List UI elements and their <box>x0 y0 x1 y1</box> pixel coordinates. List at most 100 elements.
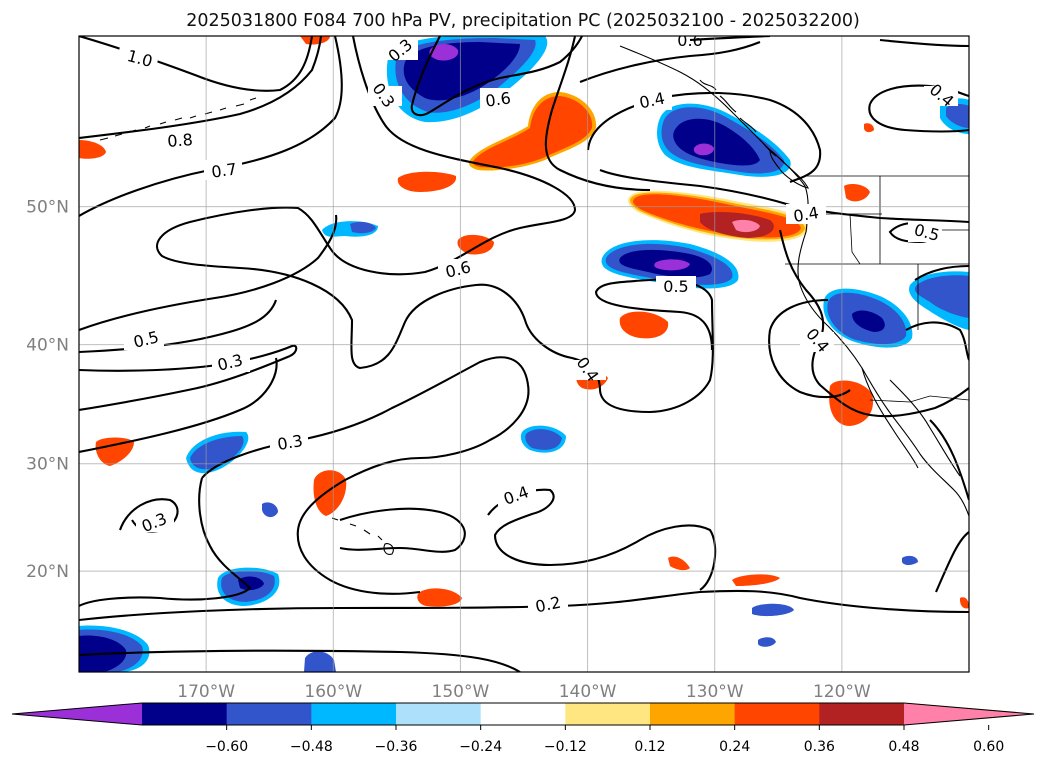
precip-positive-blob <box>457 234 494 255</box>
border-us-mexico <box>869 395 969 403</box>
island-chain <box>99 97 257 141</box>
pv-contour <box>905 321 969 361</box>
latitude-tick-label: 50°N <box>26 198 69 218</box>
contour-label: 0.4 <box>638 89 667 113</box>
colorbar-tick-label: −0.24 <box>459 739 502 755</box>
colorbar-outline <box>11 702 1035 726</box>
hawaii-islands <box>331 517 394 555</box>
precip-positive-blob <box>844 184 870 202</box>
pv-contour <box>79 649 521 672</box>
pv-contour <box>778 229 969 418</box>
precip-negative-blob <box>693 143 714 156</box>
colorbar-segment <box>396 703 482 725</box>
precip-positive-blob <box>864 123 874 133</box>
longitude-tick-label: 170°W <box>177 682 235 702</box>
precip-negative-blob <box>673 118 760 166</box>
pv-contour <box>768 298 829 331</box>
colorbar-segment <box>734 703 820 725</box>
longitude-tick-label: 130°W <box>686 682 744 702</box>
pv-contour <box>156 36 714 414</box>
colorbar-tick-label: 0.12 <box>634 739 665 755</box>
colorbar-extend-min <box>12 703 142 725</box>
map-frame <box>78 35 970 673</box>
precip-negative-blob <box>654 259 690 271</box>
pv-contour <box>339 507 466 553</box>
colorbar-segment <box>565 703 651 725</box>
precip-positive-blob <box>960 597 969 609</box>
pv-contour <box>410 36 583 117</box>
coastline-gulf <box>889 379 961 477</box>
precip-positive-blob <box>472 96 593 168</box>
pv-contour <box>79 589 969 622</box>
pv-contour <box>579 41 761 83</box>
pv-contour <box>79 357 278 454</box>
colorbar: −0.60 −0.48 −0.36 −0.24 −0.12 0.12 0.24 0.36 0.4… <box>11 702 1035 755</box>
colorbar-segment <box>226 703 312 725</box>
latitude-tick-label: 20°N <box>26 562 69 582</box>
longitude-tick-label: 160°W <box>304 682 362 702</box>
pv-contour <box>929 419 969 501</box>
pv-contour <box>869 84 969 105</box>
pv-contour <box>868 103 969 133</box>
pv-contour <box>79 214 338 331</box>
colorbar-tick-label: 0.36 <box>804 739 835 755</box>
colorbar-segment <box>480 703 566 725</box>
contour-label: 0.7 <box>210 159 238 181</box>
pv-contour <box>79 36 323 140</box>
colorbar-tick-label: 0.24 <box>719 739 750 755</box>
contour-label: 0.6 <box>484 88 512 110</box>
contour-label: 0.4 <box>792 203 820 226</box>
pv-contour <box>586 91 822 183</box>
contour-label: 0.8 <box>167 130 194 151</box>
precip-positive-blob <box>95 437 134 466</box>
coastline-north-america <box>619 45 969 517</box>
pv-contour <box>79 36 343 217</box>
precip-positive-blob <box>619 311 669 339</box>
colorbar-segment <box>311 703 397 725</box>
pv-contour <box>79 299 277 354</box>
coastline-alaska-islands <box>699 79 777 157</box>
pv-contour <box>768 329 851 399</box>
precip-positive-blob <box>300 36 330 45</box>
pv-contour <box>201 356 530 595</box>
colorbar-tick-label: −0.36 <box>375 739 418 755</box>
precip-negative-blob <box>262 502 278 518</box>
longitude-tick-label: 150°W <box>432 682 490 702</box>
colorbar-tick-label: 0.60 <box>973 739 1004 755</box>
colorbar-tick-label: −0.60 <box>205 739 248 755</box>
precip-positive-blob <box>668 556 690 571</box>
contour-labels: 1.0 0.8 0.7 0.6 0.6 0.6 0.5 0.5 0.5 0.4 <box>116 36 958 617</box>
precip-negative-blob <box>752 603 794 617</box>
contour-label: 0.2 <box>534 593 563 617</box>
colorbar-segment <box>142 703 228 725</box>
coastlines <box>99 45 969 555</box>
precip-negative-blob <box>758 637 776 647</box>
precip-negative-blob <box>914 275 969 318</box>
coastline-baja <box>861 367 919 469</box>
precip-positive-blob <box>829 380 874 426</box>
colorbar-tick-label: −0.12 <box>544 739 587 755</box>
precip-negative-blob <box>429 44 459 61</box>
figure-title: 2025031800 F084 700 hPa PV, precipitatio… <box>186 11 860 31</box>
latitude-tick-label: 40°N <box>26 336 69 356</box>
precip-positive-blob <box>417 588 462 607</box>
longitude-tick-label: 140°W <box>559 682 617 702</box>
precipitation-shading <box>79 36 969 672</box>
precip-negative-blob <box>238 576 264 591</box>
precip-negative-blob <box>525 429 562 450</box>
pv-contour <box>487 488 717 591</box>
precip-positive-blob <box>732 219 760 233</box>
precip-negative-blob <box>350 221 376 234</box>
map-panel: 1.0 0.8 0.7 0.6 0.6 0.6 0.5 0.5 0.5 0.4 <box>78 35 970 673</box>
contour-label: 0.3 <box>276 431 304 454</box>
vancouver-island <box>769 148 810 189</box>
pv-contour <box>914 264 969 281</box>
precip-positive-blob <box>732 574 780 586</box>
precip-positive-blob <box>313 470 347 516</box>
state-borders <box>785 176 969 330</box>
precip-positive-blob <box>79 140 106 159</box>
precip-positive-blob <box>397 171 457 192</box>
pv-contour <box>79 355 291 412</box>
pv-contour <box>544 36 651 192</box>
